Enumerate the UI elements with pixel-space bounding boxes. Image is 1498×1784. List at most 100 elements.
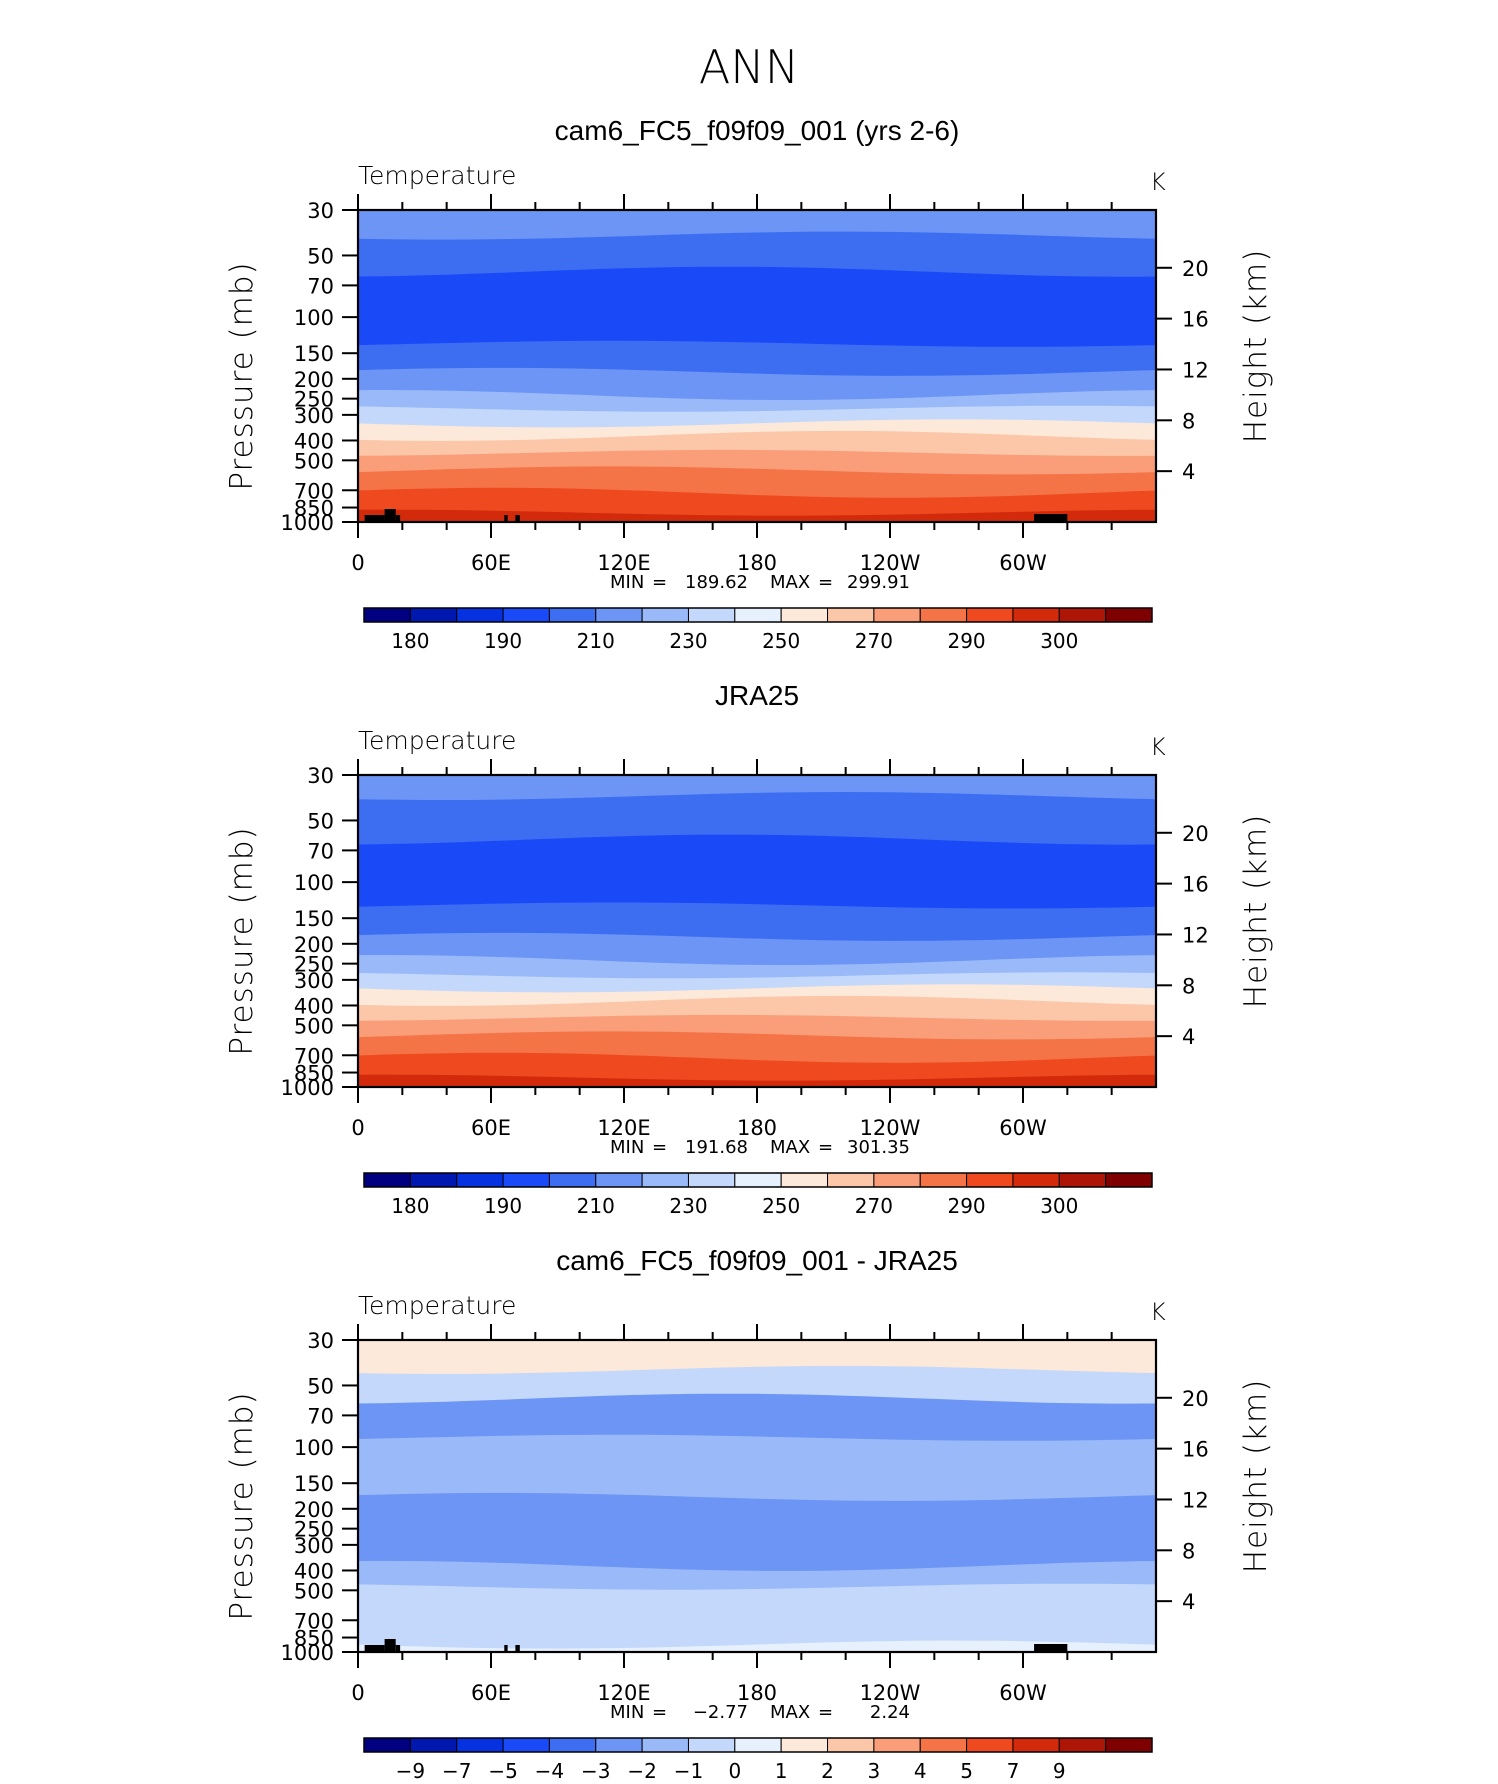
colorbar-swatch bbox=[919, 1172, 968, 1188]
colorbar-swatch bbox=[363, 607, 411, 623]
y-tick-label: 100 bbox=[294, 1436, 334, 1460]
y-tick-label: 300 bbox=[294, 404, 334, 428]
min-label: MIN bbox=[610, 1137, 644, 1158]
panel-title: JRA25 bbox=[715, 680, 799, 711]
y-tick-label: 70 bbox=[307, 274, 334, 298]
colorbar-label: 5 bbox=[960, 1759, 973, 1783]
colorbar-swatch bbox=[827, 1172, 875, 1188]
colorbar-swatch bbox=[548, 1737, 597, 1753]
contour-bands bbox=[358, 210, 1156, 522]
colorbar-label: 7 bbox=[1007, 1759, 1020, 1783]
max-value: 299.91 bbox=[847, 572, 910, 593]
x-tick-label: 120W bbox=[860, 551, 921, 575]
colorbar-label: 290 bbox=[947, 1194, 985, 1218]
y-tick-label: 500 bbox=[294, 449, 334, 473]
contour-band bbox=[358, 1583, 1156, 1652]
x-tick-label: 120W bbox=[860, 1116, 921, 1140]
panel-3: cam6_FC5_f09f09_001 - JRA25 Temperature K 0… bbox=[224, 1245, 1274, 1783]
colorbar-label: 1 bbox=[775, 1759, 788, 1783]
terrain-mask bbox=[395, 515, 401, 522]
colorbar-label: 180 bbox=[391, 629, 429, 653]
y-tick-label: 100 bbox=[294, 306, 334, 330]
terrain-mask bbox=[364, 515, 385, 522]
y-tick-label: 250 bbox=[294, 1518, 334, 1542]
colorbar-swatch bbox=[1105, 1172, 1153, 1188]
colorbar-swatch bbox=[456, 1172, 504, 1188]
colorbar-frame bbox=[363, 607, 1153, 623]
colorbar-swatch bbox=[456, 1737, 504, 1753]
colorbar-label: −2 bbox=[627, 1759, 656, 1783]
y2-tick-label: 12 bbox=[1182, 358, 1209, 382]
max-label: MAX bbox=[770, 1702, 810, 1723]
colorbar-label: 190 bbox=[484, 1194, 522, 1218]
colorbar-label: 9 bbox=[1053, 1759, 1066, 1783]
y-tick-label: 50 bbox=[307, 244, 334, 268]
colorbar-label: 250 bbox=[762, 1194, 800, 1218]
colorbar-swatch bbox=[409, 607, 458, 623]
colorbar-swatch bbox=[1012, 607, 1060, 623]
variable-label: Temperature bbox=[358, 726, 516, 755]
x-tick-label: 60W bbox=[999, 1116, 1047, 1140]
y-tick-label: 500 bbox=[294, 1014, 334, 1038]
colorbar-label: 2 bbox=[821, 1759, 834, 1783]
y-tick-label: 850 bbox=[294, 1062, 334, 1086]
colorbar-swatch bbox=[873, 1172, 921, 1188]
min-equals: = bbox=[652, 1137, 667, 1158]
colorbar-label: 0 bbox=[728, 1759, 741, 1783]
colorbar-swatch bbox=[687, 607, 736, 623]
y-axis-label: Pressure (mb) bbox=[224, 1391, 260, 1620]
colorbar-label: 180 bbox=[391, 1194, 429, 1218]
y2-axis-label: Height (km) bbox=[1238, 249, 1274, 444]
x-tick-label: 180 bbox=[737, 1116, 777, 1140]
y-tick-label: 500 bbox=[294, 1579, 334, 1603]
colorbar-label: −7 bbox=[442, 1759, 471, 1783]
colorbar-swatch bbox=[780, 607, 829, 623]
units-label: K bbox=[1150, 1298, 1166, 1326]
colorbar-label: 190 bbox=[484, 629, 522, 653]
y-tick-label: 850 bbox=[294, 1627, 334, 1651]
x-tick-label: 60E bbox=[471, 1116, 511, 1140]
x-tick-label: 0 bbox=[351, 551, 364, 575]
colorbar-swatch bbox=[919, 1737, 968, 1753]
colorbar-swatch bbox=[827, 1737, 875, 1753]
y2-tick-label: 16 bbox=[1182, 308, 1209, 332]
colorbar-swatch bbox=[1012, 1737, 1060, 1753]
colorbar-frame bbox=[363, 1172, 1153, 1188]
colorbar: 180 190 210 230 250 270 290 300 bbox=[363, 1172, 1153, 1218]
y-tick-label: 300 bbox=[294, 1534, 334, 1558]
y-tick-label: 150 bbox=[294, 342, 334, 366]
y-tick-label: 150 bbox=[294, 907, 334, 931]
colorbar-label: −3 bbox=[581, 1759, 610, 1783]
y2-tick-label: 4 bbox=[1182, 460, 1195, 484]
y-tick-label: 700 bbox=[294, 479, 334, 503]
colorbar-frame bbox=[363, 1737, 1153, 1753]
terrain-mask bbox=[384, 509, 396, 522]
y-tick-label: 250 bbox=[294, 953, 334, 977]
colorbar-label: 230 bbox=[669, 629, 707, 653]
colorbar-swatch bbox=[409, 1737, 458, 1753]
y-tick-label: 1000 bbox=[281, 511, 334, 535]
colorbar-swatch bbox=[734, 1737, 782, 1753]
y2-axis-label: Height (km) bbox=[1238, 1379, 1274, 1574]
colorbar-swatch bbox=[641, 1172, 689, 1188]
colorbar: 180 190 210 230 250 270 290 300 bbox=[363, 607, 1153, 653]
y-tick-label: 50 bbox=[307, 809, 334, 833]
contour-band bbox=[358, 509, 1156, 522]
y2-tick-label: 8 bbox=[1182, 974, 1195, 998]
contour-band bbox=[358, 1074, 1156, 1087]
y-tick-label: 700 bbox=[294, 1044, 334, 1068]
colorbar-label: 3 bbox=[868, 1759, 881, 1783]
colorbar-swatch bbox=[780, 1172, 829, 1188]
colorbar-swatch bbox=[734, 607, 782, 623]
y-tick-label: 400 bbox=[294, 994, 334, 1018]
terrain-mask bbox=[504, 515, 508, 522]
colorbar-swatch bbox=[595, 607, 643, 623]
colorbar: −9 −7 −5 −4 −3 −2 −1 0 1 2 3 4 5 7 9 bbox=[363, 1737, 1153, 1783]
colorbar-label: 300 bbox=[1040, 629, 1078, 653]
y-tick-label: 30 bbox=[307, 764, 334, 788]
min-equals: = bbox=[652, 1702, 667, 1723]
min-value: −2.77 bbox=[693, 1702, 748, 1723]
y2-tick-label: 20 bbox=[1182, 257, 1209, 281]
y-tick-label: 250 bbox=[294, 388, 334, 412]
colorbar-swatch bbox=[641, 1737, 689, 1753]
